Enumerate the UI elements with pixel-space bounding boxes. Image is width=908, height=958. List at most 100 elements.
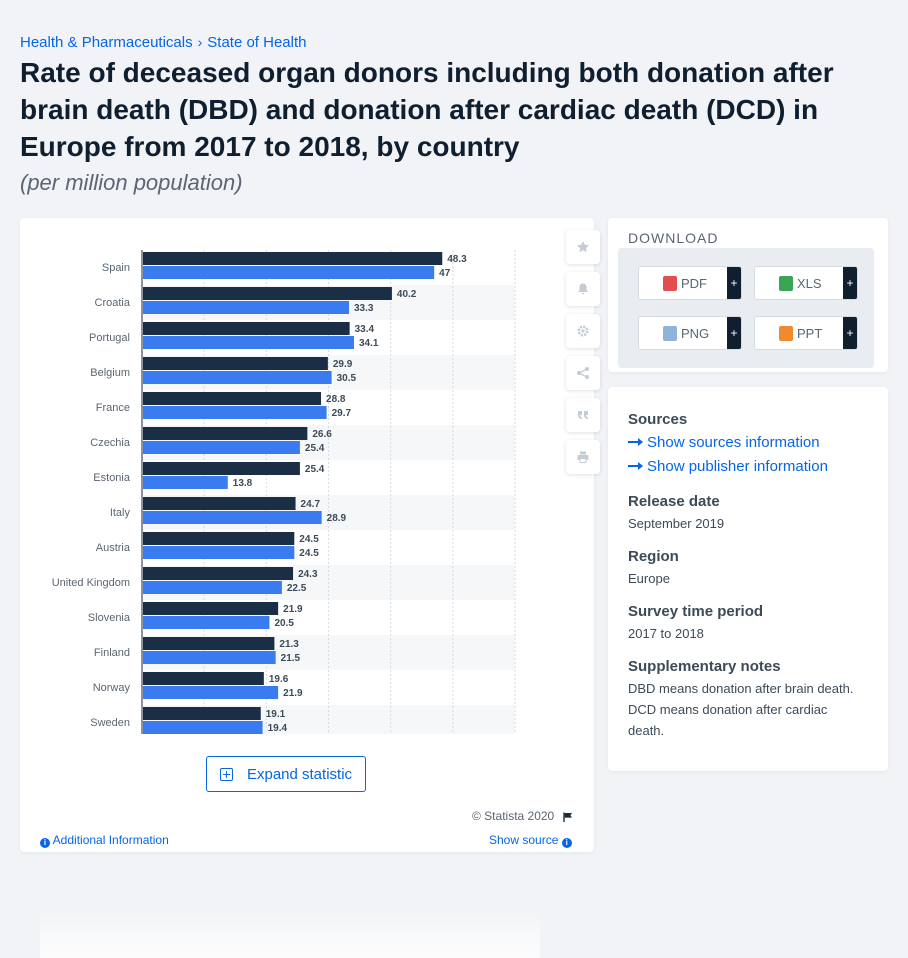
plot-area: Spain 48.3 47 Croatia 40.2 33.3 Portugal 33.4 34… — [52, 250, 516, 734]
bar — [143, 546, 295, 559]
expand-plus-icon — [219, 767, 233, 781]
category-label: Portugal — [89, 332, 130, 344]
data-label: 21.5 — [281, 653, 301, 664]
download-button-group: PDF + XLS + PNG + PPT + — [618, 248, 874, 368]
bar — [143, 686, 279, 699]
bar — [143, 462, 300, 475]
gear-icon[interactable] — [566, 314, 600, 348]
data-label: 47 — [439, 268, 451, 279]
category-label: Sweden — [90, 717, 130, 729]
show-sources-label: Show sources information — [647, 434, 820, 451]
flag-icon[interactable] — [563, 812, 573, 822]
survey-period-value: 2017 to 2018 — [628, 626, 704, 641]
download-ppt-label: PPT — [797, 326, 823, 341]
breadcrumb-link-health[interactable]: Health & Pharmaceuticals — [20, 34, 193, 51]
data-label: 29.7 — [332, 408, 352, 419]
bar — [143, 532, 295, 545]
show-sources-link[interactable]: Show sources information — [628, 434, 868, 451]
data-label: 34.1 — [359, 338, 379, 349]
info-icon: i — [561, 838, 572, 848]
quote-icon[interactable] — [566, 398, 600, 432]
data-label: 25.4 — [305, 464, 325, 475]
show-source-label: Show source — [489, 833, 559, 847]
info-icon: i — [40, 838, 50, 848]
page-subtitle: (per million population) — [20, 170, 243, 195]
data-label: 13.8 — [233, 478, 253, 489]
data-label: 24.5 — [299, 534, 319, 545]
bar — [143, 371, 332, 384]
bar — [143, 721, 263, 734]
show-source-link[interactable]: Show source i — [489, 833, 572, 848]
download-pdf-button[interactable]: PDF + — [638, 266, 742, 300]
bar — [143, 637, 275, 650]
breadcrumb-link-state-of-health[interactable]: State of Health — [207, 34, 307, 51]
data-label: 21.9 — [283, 604, 303, 615]
download-png-button[interactable]: PNG + — [638, 316, 742, 350]
bar — [143, 476, 228, 489]
bar — [143, 511, 322, 524]
data-label: 24.3 — [298, 569, 318, 580]
plus-icon: + — [727, 267, 741, 299]
supplementary-notes-value: DBD means donation after brain death. DC… — [628, 681, 854, 738]
region-heading: Region — [628, 548, 679, 565]
bar — [143, 616, 270, 629]
bar-chart: Spain 48.3 47 Croatia 40.2 33.3 Portugal 33.4 34… — [52, 250, 516, 734]
bar — [143, 602, 279, 615]
data-label: 33.4 — [355, 324, 375, 335]
expand-statistic-button[interactable]: Expand statistic — [206, 756, 366, 792]
download-card: DOWNLOAD PDF + XLS + PNG + PPT + — [608, 218, 888, 372]
category-label: United Kingdom — [52, 577, 130, 589]
bar — [143, 336, 354, 349]
bar — [143, 322, 350, 335]
bell-icon[interactable] — [566, 272, 600, 306]
breadcrumb: Health & Pharmaceuticals › State of Health — [20, 34, 307, 51]
show-publisher-label: Show publisher information — [647, 458, 828, 475]
data-label: 21.9 — [283, 688, 303, 699]
bar — [143, 252, 443, 265]
download-ppt-button[interactable]: PPT + — [754, 316, 858, 350]
data-label: 26.6 — [312, 429, 332, 440]
data-label: 33.3 — [354, 303, 374, 314]
data-label: 25.4 — [305, 443, 325, 454]
arrow-right-icon — [628, 438, 643, 446]
bar — [143, 427, 308, 440]
data-label: 28.8 — [326, 394, 346, 405]
bar — [143, 392, 322, 405]
pdf-file-icon — [663, 276, 677, 291]
bar — [143, 357, 328, 370]
download-xls-label: XLS — [797, 276, 822, 291]
star-icon[interactable] — [566, 230, 600, 264]
additional-information-label: Additional Information — [52, 833, 169, 847]
bar — [143, 301, 350, 314]
ppt-file-icon — [779, 326, 793, 341]
bar — [143, 497, 296, 510]
bar — [143, 581, 282, 594]
bar — [143, 651, 276, 664]
share-icon[interactable] — [566, 356, 600, 390]
data-label: 22.5 — [287, 583, 307, 594]
download-heading: DOWNLOAD — [628, 230, 719, 246]
bar — [143, 406, 327, 419]
print-icon[interactable] — [566, 440, 600, 474]
png-file-icon — [663, 326, 677, 341]
category-label: Belgium — [90, 367, 130, 379]
breadcrumb-separator: › — [197, 34, 203, 50]
plus-icon: + — [843, 317, 857, 349]
show-publisher-link[interactable]: Show publisher information — [628, 458, 868, 475]
download-pdf-label: PDF — [681, 276, 707, 291]
bar — [143, 672, 264, 685]
data-label: 19.6 — [269, 674, 289, 685]
region-value: Europe — [628, 571, 670, 586]
release-date-value: September 2019 — [628, 516, 725, 531]
category-label: Czechia — [90, 437, 131, 449]
additional-information-link[interactable]: i Additional Information — [40, 833, 169, 848]
bar — [143, 567, 294, 580]
plus-icon: + — [843, 267, 857, 299]
category-label: Finland — [94, 647, 130, 659]
data-label: 24.5 — [299, 548, 319, 559]
download-xls-button[interactable]: XLS + — [754, 266, 858, 300]
bar — [143, 441, 300, 454]
category-label: Croatia — [95, 297, 131, 309]
data-label: 29.9 — [333, 359, 353, 370]
download-png-label: PNG — [681, 326, 710, 341]
